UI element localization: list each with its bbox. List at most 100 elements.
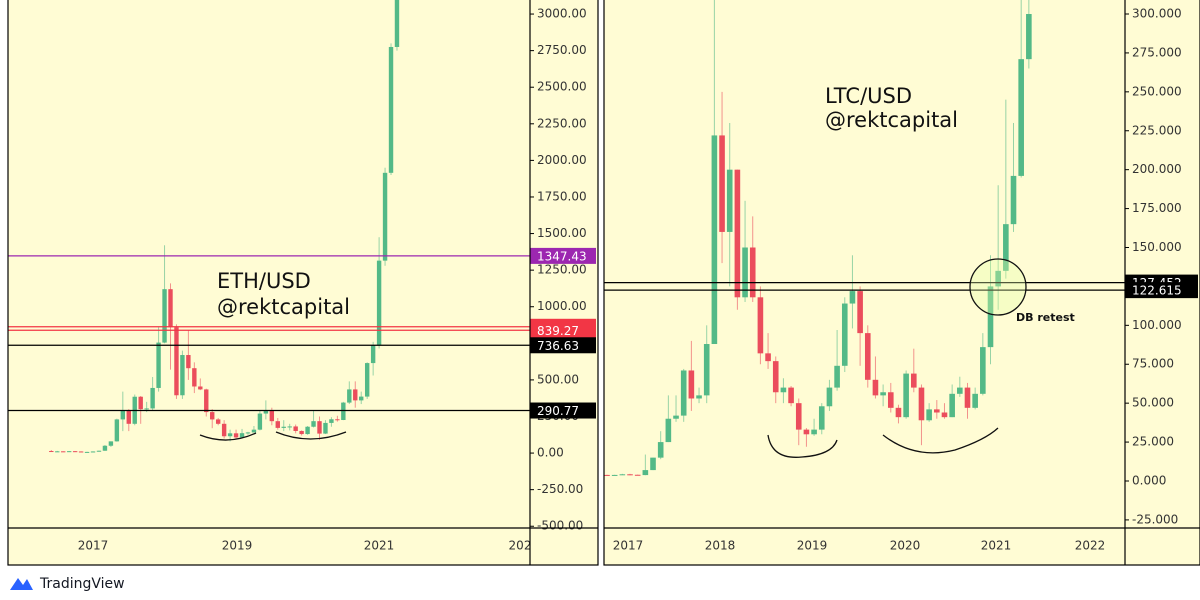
price-tag-label: 1347.43 [537, 249, 587, 263]
candle-body [329, 419, 334, 423]
candle-body [795, 403, 802, 430]
panel-border [7, 0, 599, 566]
candle-body [903, 373, 909, 418]
candle-body [788, 387, 794, 404]
candle-body [257, 413, 263, 430]
x-tick-label: 2020 [890, 539, 921, 553]
candle-body [192, 368, 197, 387]
y-tick-label: 500.00 [537, 372, 579, 386]
chart-subtitle: @rektcapital [217, 295, 350, 319]
candle-body [934, 409, 940, 413]
candle-body [388, 46, 394, 173]
candle-body [887, 392, 894, 408]
candle-body [227, 433, 233, 437]
y-tick-label: 0.00 [537, 446, 564, 460]
candle-body [742, 247, 748, 298]
candle-body [382, 172, 388, 261]
candle-body [957, 387, 963, 394]
x-tick-label: 2021 [364, 539, 395, 553]
candle-body [772, 361, 779, 393]
candle-body [49, 451, 54, 453]
x-tick-label: 202 [509, 539, 532, 553]
candle-body [162, 289, 167, 343]
candle-body [734, 169, 741, 298]
candle-body [251, 429, 257, 433]
candle-body [680, 370, 687, 416]
y-tick-label: 25.000 [1132, 435, 1174, 449]
chart-title: ETH/USD [217, 269, 311, 293]
y-tick-label: 0.000 [1132, 473, 1166, 487]
candle-body [719, 135, 725, 232]
candle-body [688, 370, 695, 399]
panel-background [8, 0, 598, 565]
y-tick-label: 200.000 [1132, 162, 1182, 176]
candle-body [711, 135, 718, 345]
candle-body [665, 418, 672, 443]
candle-body [221, 423, 227, 437]
candle-body [657, 442, 664, 458]
x-tick-label: 2021 [981, 539, 1012, 553]
candle-body [245, 432, 251, 434]
annotation-curve [275, 431, 347, 440]
candle-body [311, 421, 316, 427]
candle-body [72, 451, 78, 453]
candle-body [90, 451, 96, 453]
price-tag [530, 402, 596, 419]
candle-body [726, 169, 733, 232]
y-tick-label: 1000.00 [537, 299, 587, 313]
x-tick-label: 2019 [797, 539, 828, 553]
candle-body [293, 426, 298, 431]
y-tick-label: 1500.00 [537, 226, 587, 240]
candle-body [305, 426, 310, 435]
annotation-curve [882, 427, 999, 454]
x-tick-label: 2022 [1075, 539, 1106, 553]
candle-body [634, 474, 641, 476]
y-tick-label: -500.00 [537, 519, 583, 533]
candle-body [299, 430, 304, 435]
panel-border [603, 0, 1200, 566]
candle-body [972, 393, 978, 408]
candle-body [872, 379, 879, 396]
candle-body [144, 408, 149, 410]
y-tick-label: 150.000 [1132, 240, 1182, 254]
price-tag [530, 247, 596, 264]
x-tick-label: 2017 [78, 539, 109, 553]
y-tick-label: 1250.00 [537, 263, 587, 277]
logo-icon [10, 578, 33, 590]
y-tick-label: 2500.00 [537, 80, 587, 94]
candle-body [215, 419, 221, 424]
candle-body [604, 474, 610, 476]
candle-body [911, 373, 917, 388]
candle-body [204, 389, 209, 413]
candle-body [864, 333, 871, 380]
candle-body [811, 429, 817, 435]
candle-body [376, 260, 382, 346]
candle-body [239, 433, 245, 438]
candle-body [895, 407, 902, 418]
candle-body [66, 451, 72, 453]
candle-body [964, 387, 971, 408]
candle-body [96, 450, 102, 452]
candle-body [818, 406, 825, 430]
plot-area [8, 0, 530, 453]
annotation-circle [969, 258, 1027, 316]
candle-body [926, 409, 932, 421]
price-tag-label: 122.615 [1132, 284, 1182, 298]
y-tick-label: 100.000 [1132, 318, 1182, 332]
candle-body [619, 474, 626, 476]
y-tick-label: 75.000 [1132, 357, 1174, 371]
candle-body [749, 247, 756, 298]
candle-body [849, 291, 856, 304]
candle-body [233, 433, 239, 438]
price-tag-label: 290.77 [537, 404, 579, 418]
x-tick-label: 2017 [613, 539, 644, 553]
candle-body [359, 396, 364, 401]
candle-body [650, 457, 656, 471]
candle-body [108, 441, 114, 446]
candle-body [841, 303, 848, 366]
candle-body [370, 345, 376, 364]
candle-body [84, 451, 90, 453]
y-tick-label: 2250.00 [537, 116, 587, 130]
price-tag [530, 337, 596, 354]
price-tag-label: 736.63 [537, 339, 579, 353]
